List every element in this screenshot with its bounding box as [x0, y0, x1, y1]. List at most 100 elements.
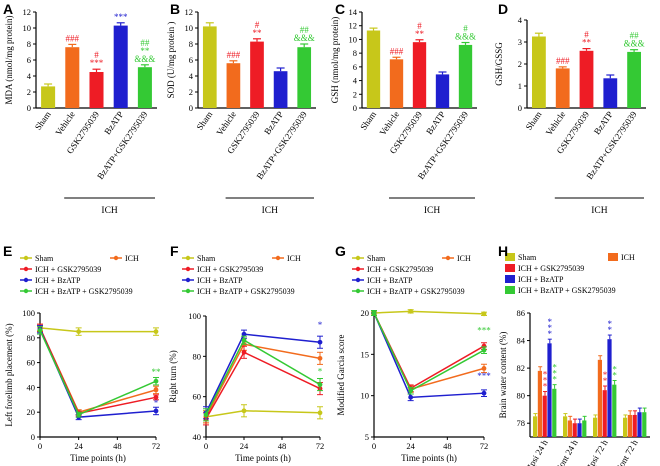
data-point: [317, 410, 323, 416]
y-axis-label: Right turn (%): [168, 350, 178, 403]
bar: [572, 423, 577, 437]
panel-letter: A: [3, 1, 13, 17]
data-point: [371, 310, 377, 316]
x-category-label: Ipsi 72 h: [585, 438, 610, 466]
legend-swatch: [505, 275, 515, 283]
data-point: [408, 394, 414, 400]
x-axis-label: Time points (h): [235, 453, 291, 463]
y-axis-label: Brain water content (%): [498, 332, 508, 419]
legend-marker: [23, 266, 29, 272]
x-category-label: Cont 72 h: [613, 438, 640, 466]
panel-h: 78 80 82 84 86 Brain water content (%) Ipsi 24…: [498, 253, 650, 466]
x-category-label: BzATP+GSK2795039: [95, 109, 150, 181]
bar-sham: [366, 30, 381, 109]
data-point: [153, 378, 159, 384]
significance-mark: *: [154, 384, 159, 394]
x-axis-label: Time points (h): [70, 453, 126, 463]
significance-mark: *: [608, 319, 613, 329]
x-category-label: Vehicle: [544, 109, 568, 137]
y-tick-label: 0: [27, 103, 31, 113]
data-point: [481, 311, 487, 317]
x-category-label: BzATP: [102, 109, 125, 136]
significance-mark: *: [318, 320, 323, 330]
panel-letter: C: [335, 1, 345, 17]
data-point: [153, 394, 159, 400]
legend-label: ICH: [287, 254, 301, 263]
legend-swatch: [505, 253, 515, 261]
data-point: [481, 365, 487, 371]
significance-mark: *: [543, 376, 548, 386]
y-axis-label: Modified Garcia score: [336, 335, 346, 416]
y-tick-label: 8: [353, 48, 357, 58]
bar: [577, 423, 582, 437]
y-tick-label: 20: [27, 407, 36, 417]
legend-label: ICH + GSK2795039: [367, 265, 433, 274]
y-tick-label: 0: [189, 103, 193, 113]
bar-gsk2795039: [412, 42, 427, 108]
y-axis-label: GSH (nmol/mg protein): [330, 17, 340, 104]
legend-marker: [355, 277, 361, 283]
y-tick-label: 2: [27, 87, 31, 97]
legend-marker: [23, 277, 29, 283]
significance-mark: *: [543, 370, 548, 380]
bar-vehicle: [226, 63, 241, 108]
significance-mark: &&&: [134, 54, 155, 64]
legend-label: ICH + BzATP: [367, 276, 413, 285]
x-category-label: Sham: [524, 109, 544, 132]
y-tick-label: 2: [518, 59, 522, 69]
y-tick-label: 2: [189, 87, 193, 97]
significance-mark: *: [548, 323, 553, 333]
data-point: [153, 387, 159, 393]
series-line: [373, 310, 485, 315]
data-point: [317, 355, 323, 361]
x-category-label: Sham: [33, 109, 53, 132]
y-tick-label: 86: [517, 308, 526, 318]
significance-mark: #: [584, 30, 589, 40]
data-point: [317, 339, 323, 345]
x-tick-label: 0: [38, 441, 42, 451]
bar: [552, 388, 557, 437]
significance-mark: #: [255, 20, 260, 30]
data-point: [241, 337, 247, 343]
bar: [632, 414, 637, 437]
bar-bzatp: [273, 71, 288, 108]
data-point: [76, 329, 82, 334]
x-category-label: Sham: [358, 109, 378, 132]
y-axis-label: Left forelimb placement (%): [4, 323, 14, 426]
x-tick-label: 0: [204, 441, 208, 451]
bar-bzatp-gsk2795039: [297, 47, 312, 108]
significance-mark: *: [548, 329, 553, 339]
x-tick-label: 24: [240, 441, 249, 451]
data-point: [317, 382, 323, 387]
y-tick-label: 10: [349, 34, 358, 44]
significance-mark: **: [415, 29, 425, 39]
y-tick-label: 5: [365, 432, 369, 442]
significance-mark: *: [603, 370, 608, 380]
group-label: ICH: [591, 206, 608, 216]
y-tick-label: 20: [361, 308, 370, 318]
bar: [533, 416, 538, 437]
bar-sham: [202, 26, 217, 108]
x-tick-label: 24: [406, 441, 415, 451]
y-tick-label: 80: [517, 391, 526, 401]
data-point: [76, 412, 82, 418]
bar: [567, 420, 572, 437]
data-point: [481, 347, 487, 353]
bar: [637, 412, 642, 437]
significance-mark: ##: [630, 31, 640, 41]
significance-mark: ***: [477, 326, 491, 336]
x-tick-label: 48: [278, 441, 287, 451]
legend-marker: [185, 288, 191, 294]
y-tick-label: 40: [27, 382, 36, 392]
panel-letter: G: [335, 243, 346, 259]
panel-g: 5 10 15 20 0 24 48 72 Time points (h) Modified Ga…: [336, 254, 491, 463]
x-category-label: Vehicle: [214, 109, 238, 137]
bar: [623, 417, 628, 437]
legend-marker: [113, 255, 119, 261]
significance-mark: *: [318, 366, 323, 376]
legend-label: ICH: [621, 253, 635, 262]
legend-swatch: [505, 286, 515, 294]
